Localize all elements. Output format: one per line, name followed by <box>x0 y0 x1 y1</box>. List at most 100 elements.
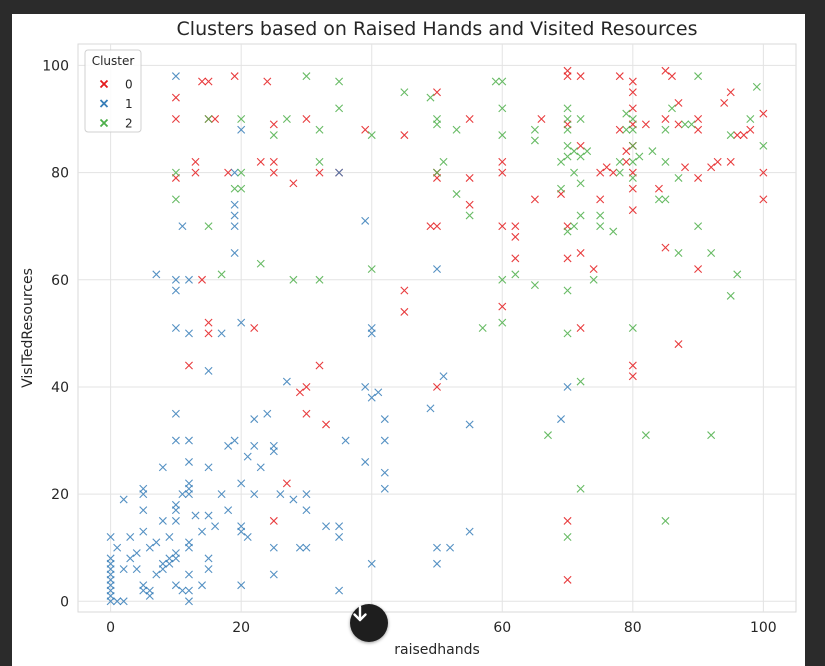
data-point-cluster-2 <box>315 125 324 134</box>
data-point-cluster-0 <box>498 157 507 166</box>
data-point-cluster-0 <box>707 163 716 172</box>
data-point-cluster-2 <box>726 131 735 140</box>
data-point-cluster-2 <box>530 125 539 134</box>
data-point-cluster-0 <box>596 168 605 177</box>
data-point-cluster-1 <box>184 329 193 338</box>
data-point-cluster-0 <box>563 254 572 263</box>
data-point-cluster-0 <box>191 168 200 177</box>
data-point-cluster-1 <box>243 532 252 541</box>
data-point-cluster-0 <box>681 163 690 172</box>
data-point-cluster-0 <box>628 372 637 381</box>
data-point-cluster-1 <box>171 275 180 284</box>
data-point-cluster-0 <box>622 147 631 156</box>
data-point-cluster-2 <box>498 318 507 327</box>
data-point-cluster-1 <box>152 570 161 579</box>
scroll-down-button[interactable] <box>350 604 388 642</box>
data-point-cluster-0 <box>628 77 637 86</box>
data-point-cluster-2 <box>628 173 637 182</box>
data-point-cluster-0 <box>302 409 311 418</box>
data-point-cluster-0 <box>171 115 180 124</box>
data-point-cluster-2 <box>217 270 226 279</box>
data-point-cluster-1 <box>237 527 246 536</box>
data-point-cluster-0 <box>746 125 755 134</box>
data-point-cluster-1 <box>243 452 252 461</box>
data-point-cluster-0 <box>269 157 278 166</box>
data-point-cluster-1 <box>171 516 180 525</box>
data-point-cluster-2 <box>230 184 239 193</box>
data-point-cluster-0 <box>628 88 637 97</box>
legend-label-cluster-1: 1 <box>125 97 133 111</box>
data-point-cluster-0 <box>511 254 520 263</box>
y-tick-label: 0 <box>60 594 69 610</box>
data-point-cluster-2 <box>694 72 703 81</box>
data-point-cluster-2 <box>530 281 539 290</box>
data-point-cluster-2 <box>628 157 637 166</box>
data-point-cluster-2 <box>661 157 670 166</box>
data-point-cluster-0 <box>322 420 331 429</box>
data-point-cluster-0 <box>433 88 441 97</box>
data-point-cluster-0 <box>530 195 539 204</box>
data-point-cluster-1 <box>184 490 193 499</box>
data-point-cluster-2 <box>687 120 696 129</box>
data-point-cluster-0 <box>511 222 520 231</box>
data-point-cluster-1 <box>237 318 246 327</box>
data-point-cluster-0 <box>315 361 324 370</box>
data-point-cluster-1 <box>230 248 239 257</box>
data-point-cluster-0 <box>720 98 729 107</box>
data-point-cluster-1 <box>557 415 566 424</box>
data-point-cluster-0 <box>315 168 324 177</box>
data-point-cluster-2 <box>576 211 585 220</box>
data-point-cluster-1 <box>439 372 448 381</box>
data-point-cluster-1 <box>113 597 122 606</box>
data-point-cluster-0 <box>426 222 435 231</box>
data-point-cluster-2 <box>498 104 507 113</box>
data-point-cluster-0 <box>589 265 598 274</box>
data-point-cluster-1 <box>184 586 193 595</box>
data-point-cluster-0 <box>191 157 200 166</box>
data-point-cluster-2 <box>563 286 572 295</box>
data-point-cluster-1 <box>224 506 233 515</box>
scatter-chart: 020406080100020406080100 Clusters based … <box>20 18 797 658</box>
data-point-cluster-2 <box>622 125 631 134</box>
legend-label-cluster-2: 2 <box>125 117 133 131</box>
data-point-cluster-1 <box>276 490 285 499</box>
data-point-cluster-1 <box>204 463 213 472</box>
data-point-cluster-2 <box>433 168 441 177</box>
data-point-cluster-1 <box>184 436 193 445</box>
data-point-cluster-1 <box>184 543 193 552</box>
data-point-cluster-0 <box>302 115 311 124</box>
data-point-cluster-2 <box>583 147 592 156</box>
data-point-cluster-2 <box>269 131 278 140</box>
data-point-cluster-2 <box>752 82 761 91</box>
data-point-cluster-1 <box>184 597 193 606</box>
data-point-cluster-2 <box>557 157 566 166</box>
data-point-cluster-2 <box>635 152 644 161</box>
data-point-cluster-1 <box>433 265 441 274</box>
data-point-cluster-1 <box>139 527 148 536</box>
data-point-cluster-1 <box>302 543 311 552</box>
data-point-cluster-0 <box>674 340 683 349</box>
data-point-cluster-2 <box>302 72 311 81</box>
data-point-cluster-1 <box>433 543 441 552</box>
data-point-cluster-0 <box>628 184 637 193</box>
data-point-cluster-1 <box>119 565 128 574</box>
arrow-down-icon <box>353 605 367 622</box>
data-point-cluster-1 <box>367 329 376 338</box>
data-point-cluster-2 <box>759 141 768 150</box>
data-point-cluster-2 <box>478 324 487 332</box>
data-point-cluster-1 <box>126 554 135 563</box>
data-point-cluster-2 <box>563 141 572 150</box>
data-point-cluster-1 <box>374 388 383 397</box>
data-point-cluster-2 <box>681 120 690 129</box>
data-point-cluster-1 <box>380 415 389 424</box>
data-point-cluster-1 <box>178 490 187 499</box>
data-point-cluster-1 <box>171 436 180 445</box>
data-point-cluster-0 <box>628 206 637 215</box>
data-point-cluster-2 <box>282 115 291 124</box>
data-point-cluster-2 <box>563 125 572 134</box>
data-point-cluster-1 <box>211 522 220 531</box>
data-point-cluster-1 <box>139 484 148 493</box>
data-point-cluster-2 <box>707 431 716 440</box>
data-point-cluster-0 <box>498 168 507 177</box>
